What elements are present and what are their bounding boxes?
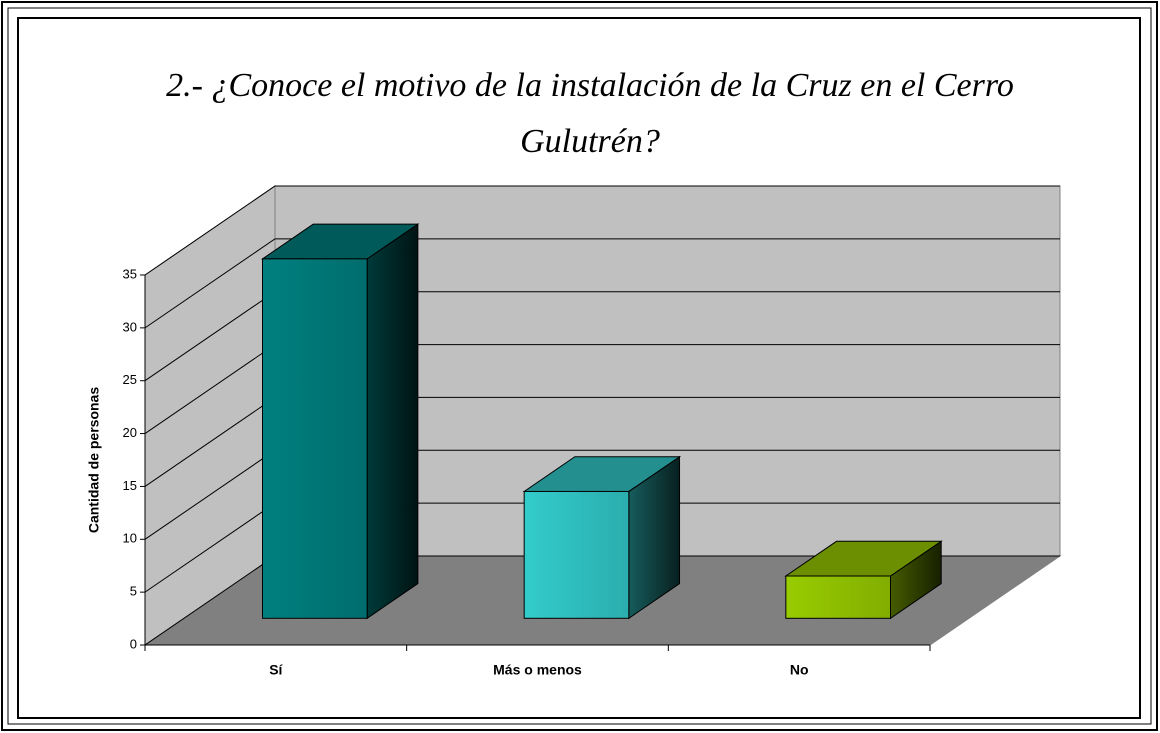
y-tick-label: 30 <box>123 319 137 334</box>
grid-line <box>144 238 1060 329</box>
y-tick-label: 10 <box>123 531 137 546</box>
x-tick-label: No <box>790 662 809 678</box>
x-tick-label: Sí <box>269 662 283 678</box>
bar-side <box>366 223 419 620</box>
chart-title: 2.- ¿Conoce el motivo de la instalación … <box>166 67 1014 160</box>
plot: 0 5 10 15 20 25 30 35 Sí Más o menos No <box>123 185 1062 678</box>
bar <box>785 575 891 619</box>
grid-line <box>144 185 1060 276</box>
y-tick-label: 15 <box>123 478 137 493</box>
y-tick-label: 25 <box>123 372 137 387</box>
bar <box>262 258 368 619</box>
y-axis-label: Cantidad de personas <box>86 387 102 533</box>
y-tick-label: 20 <box>123 425 137 440</box>
y-tick-label: 35 <box>123 266 137 281</box>
inner-frame <box>7 7 1152 725</box>
x-tick-label: Más o menos <box>493 662 582 678</box>
bar <box>523 490 630 619</box>
y-tick-label: 5 <box>130 584 137 599</box>
y-tick-label: 0 <box>130 636 137 651</box>
